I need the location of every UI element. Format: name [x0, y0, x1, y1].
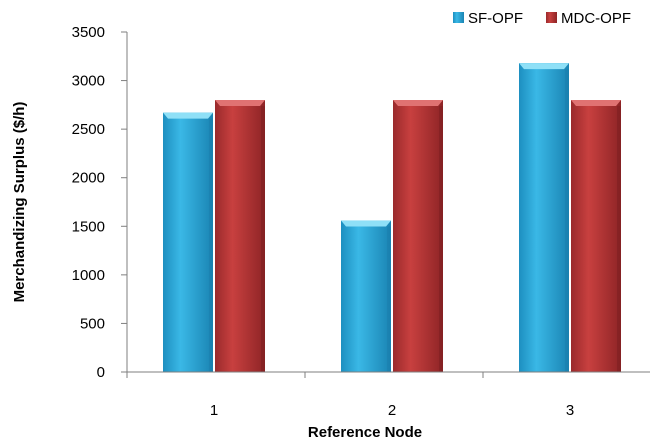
x-tick-label: 2 [388, 402, 396, 419]
bar-mdc-opf-3 [571, 100, 621, 372]
bar-body [571, 100, 621, 372]
y-tick-label: 3000 [72, 73, 105, 90]
y-tick-label: 0 [97, 364, 105, 381]
bar-sf-opf-2 [341, 220, 391, 372]
bar-bevel-edge [209, 118, 213, 372]
x-axis-title: Reference Node [308, 424, 422, 440]
x-tick-label: 3 [566, 402, 574, 419]
bar-body [163, 112, 213, 372]
bar-bevel-edge [387, 226, 391, 372]
bar-mdc-opf-1 [215, 100, 265, 372]
bars [163, 63, 621, 372]
bar-bevel-top [571, 100, 621, 106]
legend-swatch-mdc-opf [546, 12, 557, 23]
legend-label-mdc-opf: MDC-OPF [561, 10, 631, 27]
x-axis-ticks: 1 2 3 [126, 372, 574, 419]
legend: SF-OPF MDC-OPF [453, 10, 631, 27]
bar-bevel-edge [261, 106, 265, 372]
bar-bevel-edge [565, 69, 569, 372]
bar-bevel-top [519, 63, 569, 70]
y-tick-label: 1000 [72, 267, 105, 284]
y-tick-label: 1500 [72, 218, 105, 235]
bar-body [393, 100, 443, 372]
bar-mdc-opf-2 [393, 100, 443, 372]
bar-bevel-edge [617, 106, 621, 372]
legend-label-sf-opf: SF-OPF [468, 10, 523, 27]
x-tick-label: 1 [210, 402, 218, 419]
y-axis-ticks: 0 500 1000 1500 2000 2500 3000 3500 [72, 24, 127, 381]
bar-bevel-top [163, 112, 213, 119]
bar-sf-opf-1 [163, 112, 213, 372]
bar-body [519, 63, 569, 372]
bar-body [215, 100, 265, 372]
y-tick-label: 2000 [72, 170, 105, 187]
bar-bevel-top [393, 100, 443, 106]
bar-sf-opf-3 [519, 63, 569, 372]
legend-swatch-sf-opf [453, 12, 464, 23]
y-tick-label: 3500 [72, 24, 105, 41]
y-tick-label: 500 [80, 315, 105, 332]
y-tick-label: 2500 [72, 121, 105, 138]
bar-bevel-edge [439, 106, 443, 372]
bar-bevel-top [341, 220, 391, 227]
y-axis-title: Merchandizing Surplus ($/h) [11, 102, 28, 303]
bar-body [341, 220, 391, 372]
bar-bevel-top [215, 100, 265, 106]
